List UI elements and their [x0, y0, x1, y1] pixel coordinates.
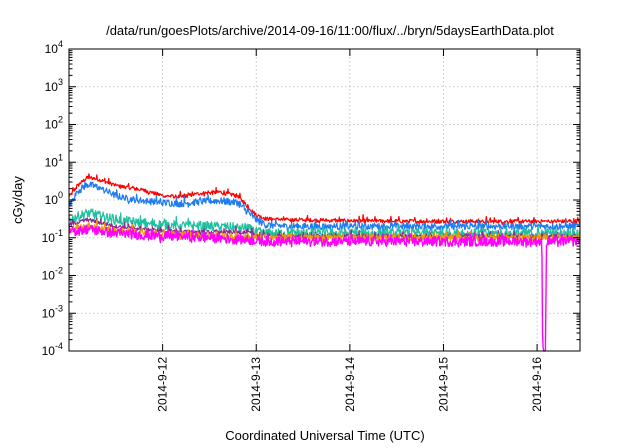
- y-tick-base: 10: [45, 118, 59, 132]
- y-tick-base: 10: [45, 155, 59, 169]
- series-line-6: [68, 224, 581, 352]
- x-tick-label: 2014-9-13: [249, 357, 263, 412]
- series-line-3: [68, 208, 581, 241]
- axis-ticks: [69, 48, 580, 352]
- series-lines: [68, 173, 581, 352]
- chart-title: /data/run/goesPlots/archive/2014-09-16/1…: [106, 23, 554, 38]
- y-tick-exponent: -1: [55, 228, 63, 238]
- y-tick-exponent: 0: [58, 190, 63, 200]
- y-tick-label: 100: [45, 190, 63, 207]
- y-tick-exponent: -2: [55, 266, 63, 276]
- y-tick-label: 101: [45, 152, 63, 169]
- x-tick-label: 2014-9-14: [343, 357, 357, 412]
- y-tick-base: 10: [42, 344, 56, 358]
- y-tick-label: 102: [45, 115, 63, 132]
- y-tick-exponent: 1: [58, 152, 63, 162]
- y-tick-base: 10: [42, 231, 56, 245]
- x-tick-label: 2014-9-12: [156, 357, 170, 412]
- y-tick-label: 10-1: [42, 228, 63, 245]
- y-tick-exponent: 4: [58, 39, 63, 49]
- y-tick-base: 10: [42, 269, 56, 283]
- series-line-2: [68, 181, 581, 233]
- y-tick-label: 10-2: [42, 266, 63, 283]
- series-line-1: [68, 173, 581, 226]
- y-tick-base: 10: [45, 80, 59, 94]
- y-tick-label: 10-3: [42, 303, 63, 320]
- y-tick-label: 103: [45, 77, 63, 94]
- x-tick-label: 2014-9-16: [530, 357, 544, 412]
- x-axis-title: Coordinated Universal Time (UTC): [225, 428, 424, 443]
- y-axis-title: cGy/day: [10, 176, 25, 224]
- y-tick-exponent: -4: [55, 341, 63, 351]
- x-tick-label: 2014-9-15: [436, 357, 450, 412]
- y-tick-exponent: 3: [58, 77, 63, 87]
- y-tick-exponent: 2: [58, 115, 63, 125]
- y-tick-base: 10: [42, 306, 56, 320]
- y-tick-label: 104: [45, 39, 63, 56]
- y-tick-exponent: -3: [55, 303, 63, 313]
- y-tick-base: 10: [45, 42, 59, 56]
- x-tick-labels: 2014-9-12 2014-9-13 2014-9-14 2014-9-15 2014…: [156, 357, 544, 412]
- y-tick-base: 10: [45, 193, 59, 207]
- y-tick-label: 10-4: [42, 341, 63, 358]
